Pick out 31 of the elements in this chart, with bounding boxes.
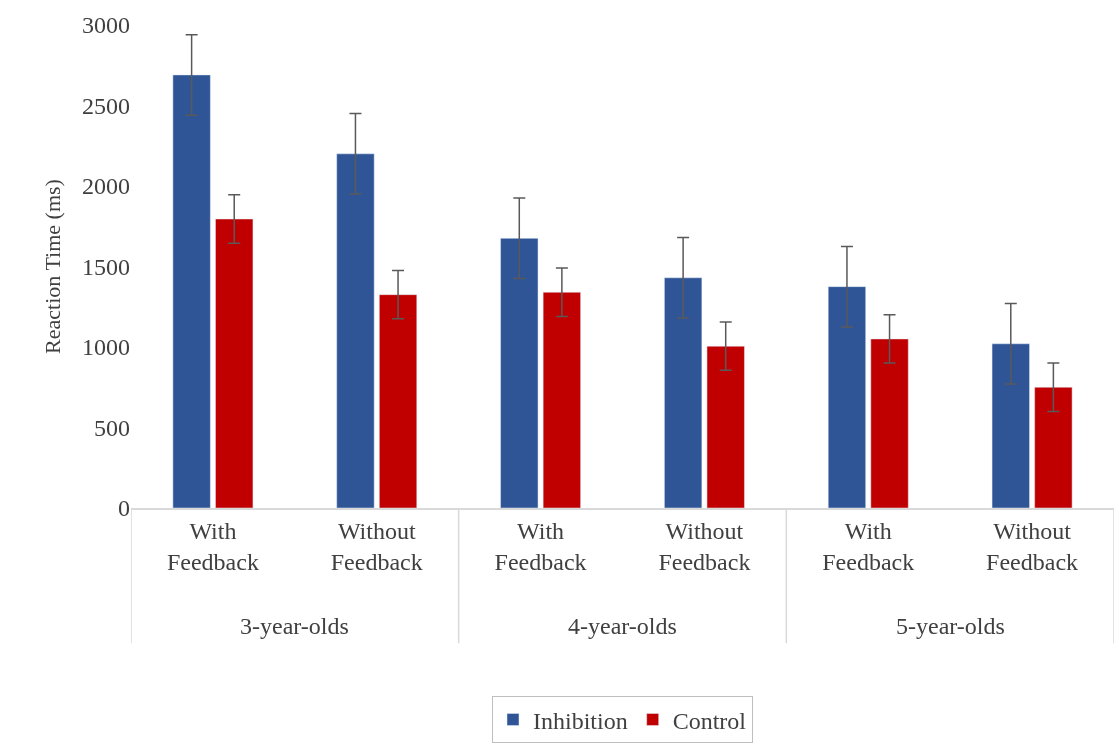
bar bbox=[664, 277, 703, 508]
x-tick-label: With Feedback bbox=[494, 517, 587, 575]
bar bbox=[172, 74, 211, 508]
bar bbox=[500, 238, 539, 508]
bar bbox=[542, 292, 581, 508]
x-tick-label: Without Feedback bbox=[658, 517, 751, 575]
x-tick-label: With Feedback bbox=[822, 517, 915, 575]
x-tick-label: Without Feedback bbox=[330, 517, 423, 575]
bar bbox=[827, 286, 866, 508]
bar bbox=[215, 218, 254, 508]
y-tick-label: 1500 bbox=[82, 253, 130, 280]
y-tick-label: 0 bbox=[118, 495, 130, 522]
y-tick-label: 2500 bbox=[82, 92, 130, 119]
legend-label: Inhibition bbox=[533, 707, 628, 734]
bar bbox=[870, 338, 909, 508]
bar bbox=[336, 153, 375, 508]
text: 5-year-olds bbox=[896, 613, 1005, 639]
x-tick-label: With Feedback bbox=[166, 517, 259, 575]
bar bbox=[706, 345, 745, 508]
y-tick-label: 2000 bbox=[82, 173, 130, 200]
y-tick-label: 500 bbox=[94, 414, 130, 441]
y-axis-title: Reaction Time (ms) bbox=[39, 179, 65, 354]
bar bbox=[1034, 387, 1073, 508]
text: 4-year-olds bbox=[568, 613, 677, 639]
bar bbox=[991, 343, 1030, 508]
x-tick-label: Without Feedback bbox=[986, 517, 1079, 575]
legend-label: Control bbox=[672, 707, 747, 734]
y-tick-label: 3000 bbox=[82, 12, 130, 39]
text: 3-year-olds bbox=[240, 613, 349, 639]
y-tick-label: 1000 bbox=[82, 334, 130, 361]
bar bbox=[379, 294, 418, 508]
